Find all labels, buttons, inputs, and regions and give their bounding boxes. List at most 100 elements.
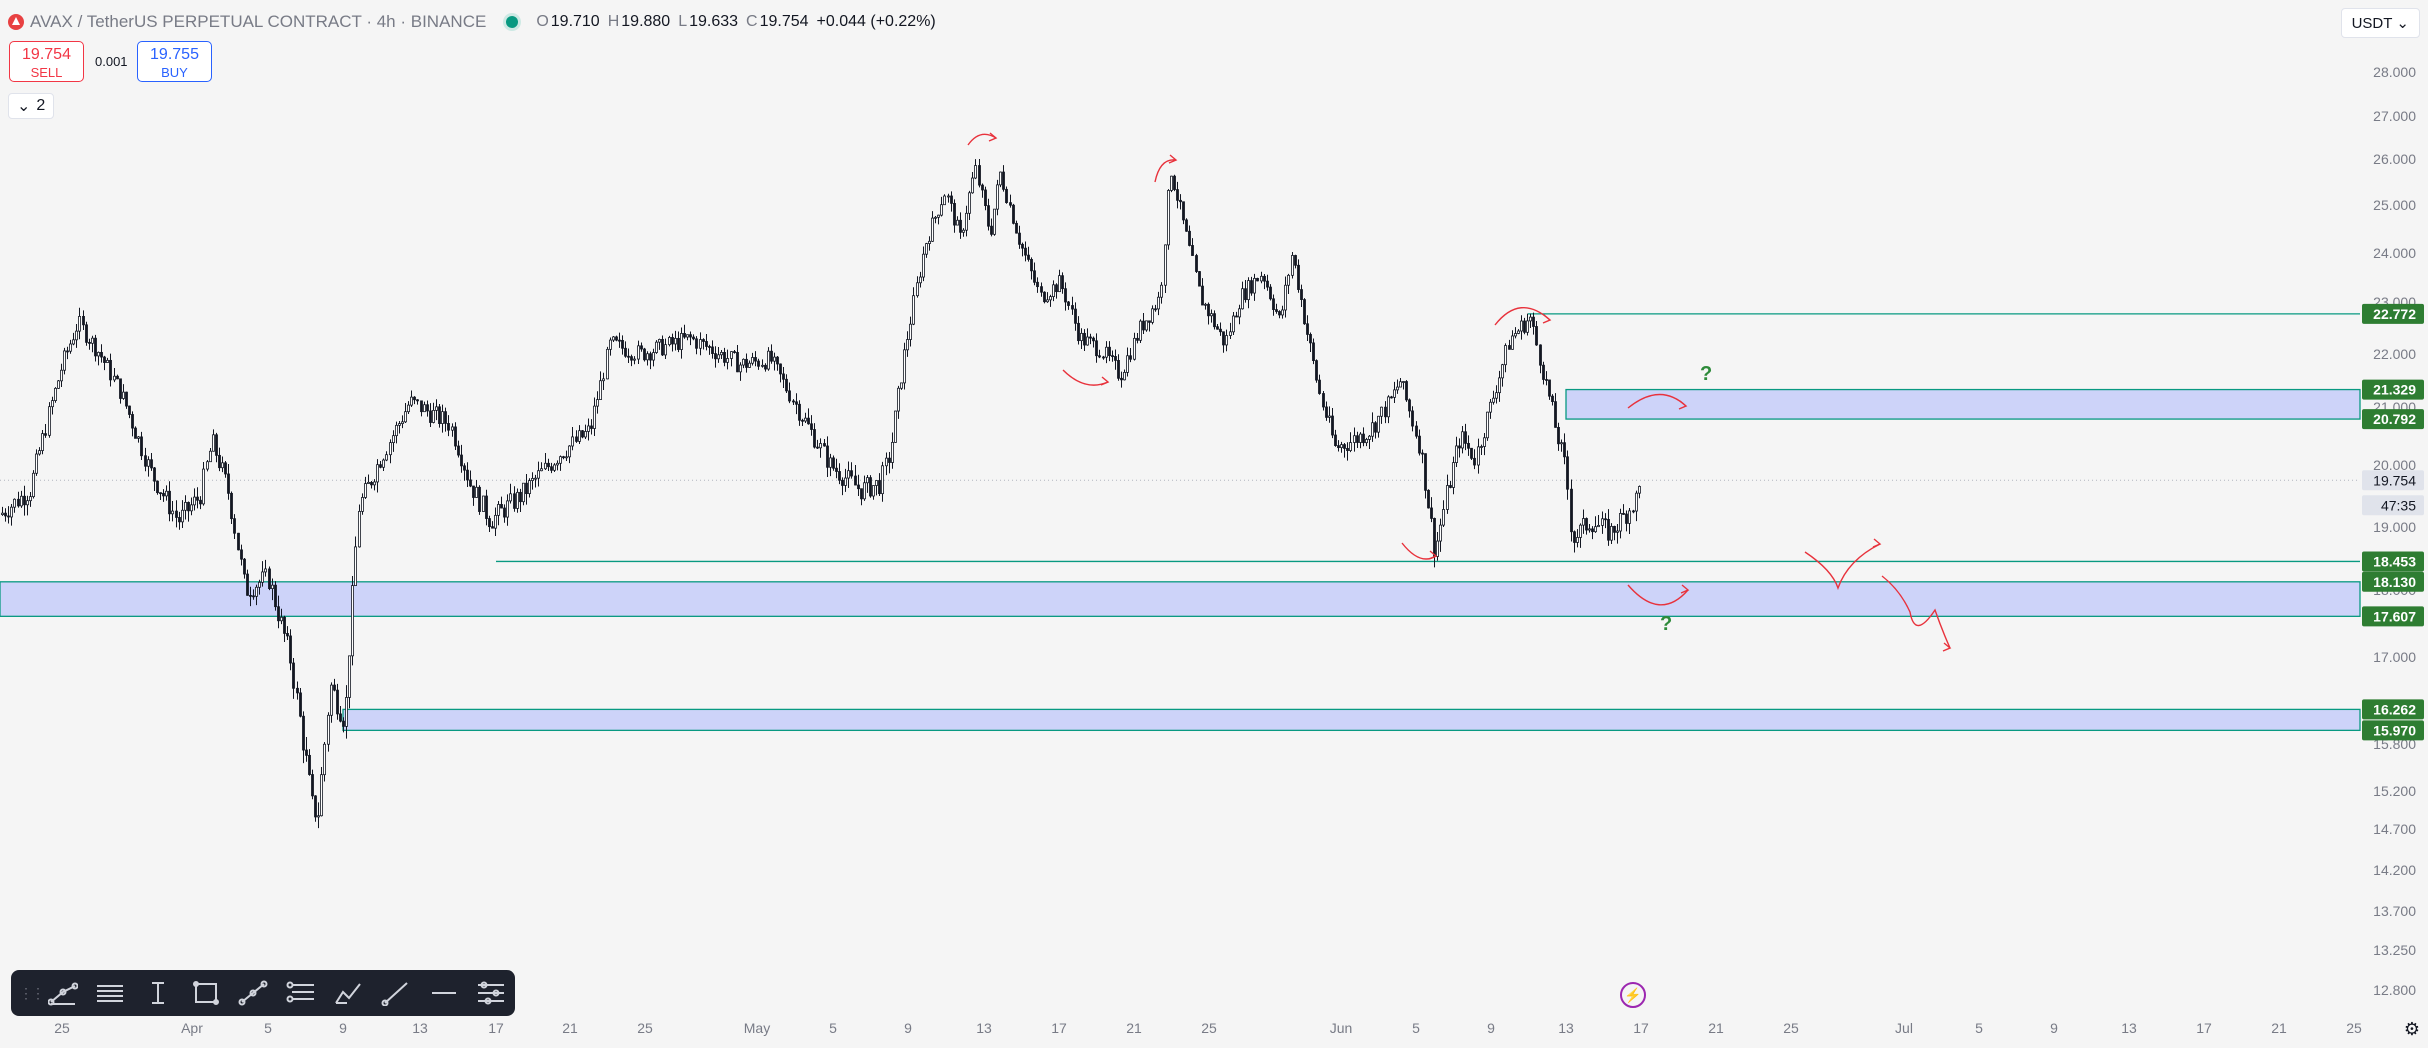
market-status-icon[interactable] — [506, 16, 519, 28]
candle-body — [646, 353, 649, 361]
candle-body — [308, 754, 311, 775]
price-tick-label: 25.000 — [2373, 197, 2416, 213]
price-label-badge — [2362, 495, 2424, 516]
candle-body — [51, 400, 54, 408]
candle-body — [1442, 509, 1445, 526]
price-tick-label: 24.000 — [2373, 245, 2416, 261]
candle-body — [1015, 222, 1018, 234]
candle-body — [503, 507, 506, 518]
ohlc-close: C 19.754 — [746, 13, 809, 30]
candle-body — [1489, 401, 1492, 413]
candle-body — [206, 461, 209, 470]
symbol-description: / TetherUS PERPETUAL CONTRACT · 4h · BIN… — [77, 12, 487, 31]
drawing-toolbar: ⋮⋮ — [11, 970, 515, 1016]
buy-button[interactable]: 19.755 BUY — [137, 41, 212, 82]
candle-body — [1278, 311, 1281, 316]
candle-body — [1151, 308, 1154, 323]
candle-body — [137, 436, 140, 439]
candle-body — [1154, 308, 1157, 311]
candle-body — [475, 486, 478, 498]
horizontal-ray-icon[interactable] — [420, 973, 468, 1013]
fib-icon[interactable] — [277, 973, 325, 1013]
candle-body — [401, 421, 404, 424]
horizontal-lines-icon[interactable] — [87, 973, 135, 1013]
candle-body — [1594, 526, 1597, 533]
candle-body — [41, 433, 44, 451]
candle-body — [844, 477, 847, 486]
arrow-head — [1872, 538, 1882, 548]
candle-body — [1120, 377, 1123, 381]
rectangle-icon[interactable] — [182, 973, 230, 1013]
candle-body — [1570, 488, 1573, 533]
candle-body — [658, 339, 661, 343]
indicators-toggle[interactable]: ⌄ 2 — [8, 93, 55, 119]
candle-body — [751, 357, 754, 364]
candle-body — [1563, 442, 1566, 458]
candle-body — [931, 217, 934, 242]
candle-body — [1083, 332, 1086, 346]
currency-button[interactable]: USDT ⌄ — [2340, 8, 2420, 38]
candle-body — [1191, 245, 1194, 256]
candle-body — [1322, 393, 1325, 408]
candle-body — [35, 453, 38, 474]
candle-body — [1340, 444, 1343, 449]
vertical-line-icon[interactable] — [134, 973, 182, 1013]
candle-body — [854, 475, 857, 486]
candle-body — [1005, 188, 1008, 204]
price-label-text: 47:35 — [2381, 497, 2416, 513]
candle-body — [283, 616, 286, 634]
candle-body — [661, 339, 664, 356]
candle-body — [147, 459, 150, 467]
candle-body — [1628, 510, 1631, 524]
drag-handle-icon[interactable]: ⋮⋮ — [19, 984, 45, 1001]
sell-button[interactable]: 19.754 SELL — [9, 41, 84, 82]
candle-body — [1517, 330, 1520, 334]
candle-body — [1396, 386, 1399, 391]
settings-lines-icon[interactable] — [467, 973, 515, 1013]
candle-body — [1300, 289, 1303, 300]
lightning-icon[interactable]: ⚡ — [1620, 982, 1646, 1008]
multipoint-icon[interactable] — [39, 973, 87, 1013]
candle-body — [571, 436, 574, 447]
time-tick-label: 25 — [2346, 1020, 2362, 1036]
arrow-head — [1678, 400, 1688, 410]
hand-drawn-arrow — [1804, 543, 1881, 591]
candle-body — [708, 346, 711, 348]
candle-body — [333, 684, 336, 691]
time-tick-label: 9 — [904, 1020, 912, 1036]
candle-body — [494, 514, 497, 529]
candle-body — [847, 470, 850, 479]
candle-body — [550, 466, 553, 471]
ohlc-high: H 19.880 — [607, 13, 671, 30]
candle-body — [1508, 345, 1511, 350]
candle-body — [323, 743, 326, 776]
candle-body — [1306, 323, 1309, 335]
candle-body — [717, 354, 720, 360]
candle-body — [460, 454, 463, 467]
candle-body — [1334, 434, 1337, 446]
candle-body — [894, 410, 897, 443]
time-tick-label: Jun — [1330, 1020, 1353, 1036]
price-label-badge — [2362, 606, 2424, 627]
candle-body — [940, 204, 943, 216]
candle-body — [683, 333, 686, 338]
brush-icon[interactable] — [325, 973, 373, 1013]
candle-body — [1458, 445, 1461, 449]
trend-line-icon[interactable] — [229, 973, 277, 1013]
ray-icon[interactable] — [372, 973, 420, 1013]
candle-body — [1418, 435, 1421, 454]
candle-body — [1483, 437, 1486, 447]
candle-body — [491, 526, 494, 529]
price-label-text: 19.754 — [2373, 472, 2416, 488]
candle-body — [162, 492, 165, 497]
candle-body — [1139, 320, 1142, 341]
symbol-name[interactable]: AVAX — [30, 12, 73, 31]
price-tick-label: 19.000 — [2373, 519, 2416, 535]
candle-body — [695, 338, 698, 349]
candle-body — [277, 606, 280, 622]
settings-gear-icon[interactable]: ⚙ — [2403, 1019, 2420, 1039]
candle-body — [903, 349, 906, 384]
candle-body — [243, 558, 246, 575]
candle-body — [1148, 320, 1151, 323]
